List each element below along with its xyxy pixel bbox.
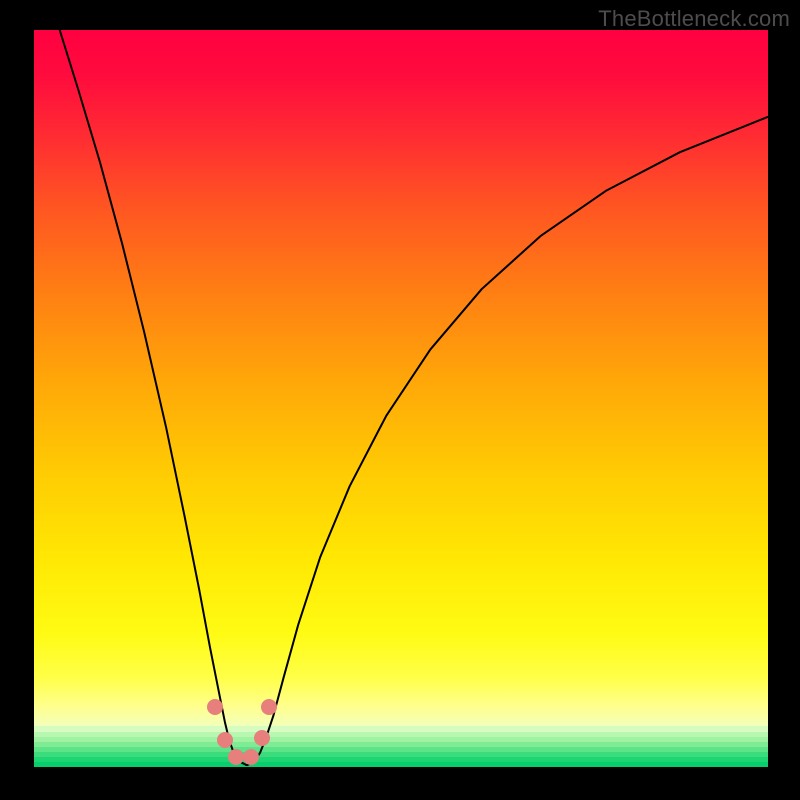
curve-marker [217,732,233,748]
watermark-text: TheBottleneck.com [598,6,790,32]
curve-marker [243,749,259,765]
curve-marker [207,699,223,715]
curve-marker [261,699,277,715]
plot-area [34,30,768,766]
curve-marker [228,749,244,765]
canvas-root: TheBottleneck.com [0,0,800,800]
bottleneck-curve [34,30,768,766]
curve-marker [254,730,270,746]
curve-path [60,30,768,765]
